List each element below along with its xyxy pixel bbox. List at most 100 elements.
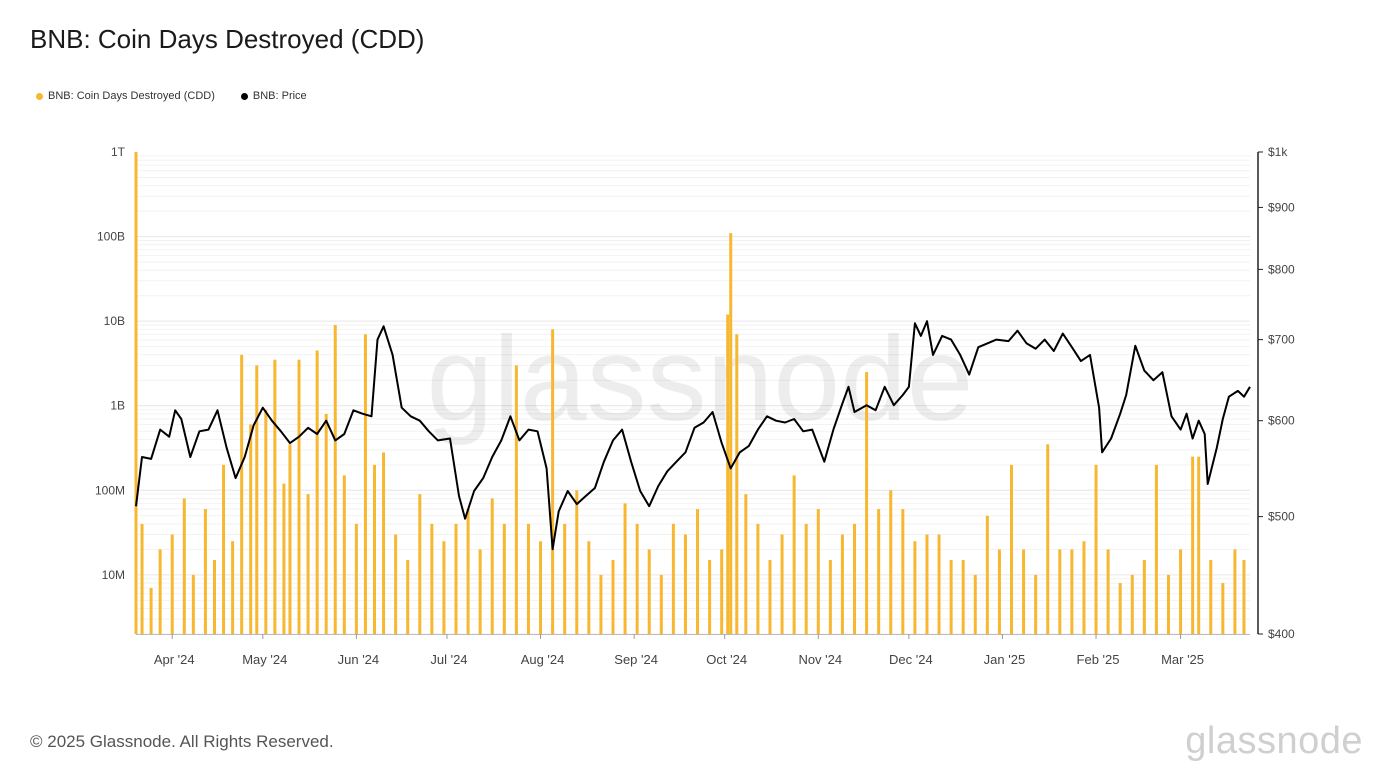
x-tick-label: Mar '25 xyxy=(1161,652,1204,667)
cdd-bar xyxy=(683,534,687,634)
cdd-bar xyxy=(466,509,470,634)
cdd-bar xyxy=(231,541,235,634)
cdd-bar xyxy=(149,587,153,634)
cdd-bar xyxy=(865,372,869,634)
cdd-bar xyxy=(478,549,482,634)
y-left-tick-label: 100M xyxy=(95,483,125,497)
cdd-bar xyxy=(1022,549,1026,634)
cdd-bar xyxy=(768,559,772,634)
cdd-bar xyxy=(853,523,857,634)
legend-label-cdd: BNB: Coin Days Destroyed (CDD) xyxy=(48,90,215,102)
cdd-bar xyxy=(985,515,989,634)
cdd-bar xyxy=(191,574,195,634)
cdd-bar xyxy=(1233,549,1237,634)
cdd-bar xyxy=(611,559,615,634)
x-tick-label: Oct '24 xyxy=(706,652,747,667)
cdd-bar xyxy=(430,523,434,634)
cdd-bar xyxy=(1106,549,1110,634)
cdd-bar xyxy=(877,509,881,634)
cdd-bar xyxy=(1058,549,1062,634)
cdd-bar xyxy=(1070,549,1074,634)
cdd-bar xyxy=(363,334,367,634)
y-right-tick-label: $700 xyxy=(1268,333,1295,347)
cdd-bar xyxy=(1010,464,1014,634)
y-left-tick-label: 10B xyxy=(104,314,125,328)
cdd-bar xyxy=(539,541,543,634)
cdd-bar xyxy=(306,494,310,634)
chart-title: BNB: Coin Days Destroyed (CDD) xyxy=(30,24,425,54)
cdd-bar xyxy=(1242,559,1246,634)
y-left-tick-label: 10M xyxy=(102,568,125,582)
cdd-bar xyxy=(659,574,663,634)
cdd-bar xyxy=(1130,574,1134,634)
y-left-tick-label: 1T xyxy=(111,145,126,159)
cdd-bar xyxy=(1094,464,1098,634)
cdd-bar xyxy=(925,534,929,634)
cdd-bar xyxy=(406,559,410,634)
x-tick-label: Aug '24 xyxy=(521,652,565,667)
x-tick-label: Feb '25 xyxy=(1077,652,1120,667)
cdd-bar xyxy=(828,559,832,634)
cdd-bar xyxy=(780,534,784,634)
y-left-tick-label: 1B xyxy=(110,399,125,413)
y-left-tick-label: 100B xyxy=(97,230,125,244)
cdd-bar xyxy=(735,334,739,634)
cdd-bar xyxy=(264,409,268,634)
cdd-bar xyxy=(708,559,712,634)
cdd-bar xyxy=(804,523,808,634)
cdd-bar xyxy=(1154,464,1158,634)
cdd-bar xyxy=(249,424,253,634)
cdd-bar xyxy=(526,523,530,634)
cdd-bar xyxy=(973,574,977,634)
x-tick-label: Sep '24 xyxy=(614,652,658,667)
cdd-bar xyxy=(240,354,244,634)
x-tick-label: Jan '25 xyxy=(984,652,1026,667)
legend-label-price: BNB: Price xyxy=(252,90,307,102)
cdd-bar xyxy=(623,503,627,634)
cdd-bar xyxy=(418,494,422,634)
cdd-bar xyxy=(1166,574,1170,634)
cdd-bar xyxy=(333,325,337,634)
y-right-tick-label: $500 xyxy=(1268,510,1295,524)
cdd-bar xyxy=(1209,559,1213,634)
cdd-bar xyxy=(1191,456,1195,634)
cdd-bar xyxy=(342,475,346,634)
legend-item-price[interactable]: BNB: Price xyxy=(240,90,307,102)
cdd-bar xyxy=(315,350,319,634)
y-right-tick-label: $800 xyxy=(1268,262,1295,276)
cdd-bar xyxy=(575,490,579,634)
cdd-bar xyxy=(756,523,760,634)
cdd-bar xyxy=(1197,456,1201,634)
y-right-tick-label: $900 xyxy=(1268,200,1295,214)
cdd-bar xyxy=(297,359,301,634)
cdd-bar xyxy=(134,152,138,634)
cdd-bar xyxy=(502,523,506,634)
x-tick-label: Jul '24 xyxy=(430,652,467,667)
cdd-bar xyxy=(1179,549,1183,634)
cdd-bar xyxy=(324,413,328,634)
cdd-bar xyxy=(792,475,796,634)
legend-item-cdd[interactable]: BNB: Coin Days Destroyed (CDD) xyxy=(36,90,215,102)
cdd-bar xyxy=(961,559,965,634)
cdd-bar xyxy=(563,523,567,634)
y-right-tick-label: $1k xyxy=(1268,145,1288,159)
cdd-bar xyxy=(382,452,386,634)
cdd-bar xyxy=(949,559,953,634)
cdd-bar xyxy=(158,549,162,634)
watermark: glassnode xyxy=(426,312,973,446)
cdd-bar xyxy=(551,329,555,634)
cdd-bar xyxy=(696,509,700,634)
cdd-bar xyxy=(635,523,639,634)
cdd-bar xyxy=(282,483,286,634)
cdd-bar xyxy=(729,233,733,634)
copyright-footer: © 2025 Glassnode. All Rights Reserved. xyxy=(30,732,334,751)
cdd-bar xyxy=(1082,541,1086,634)
cdd-bar xyxy=(726,314,730,634)
cdd-bar xyxy=(587,541,591,634)
price-line xyxy=(135,320,1251,551)
cdd-bar xyxy=(913,541,917,634)
cdd-bar xyxy=(937,534,941,634)
cdd-bar xyxy=(744,494,748,634)
cdd-bar xyxy=(1221,583,1225,634)
